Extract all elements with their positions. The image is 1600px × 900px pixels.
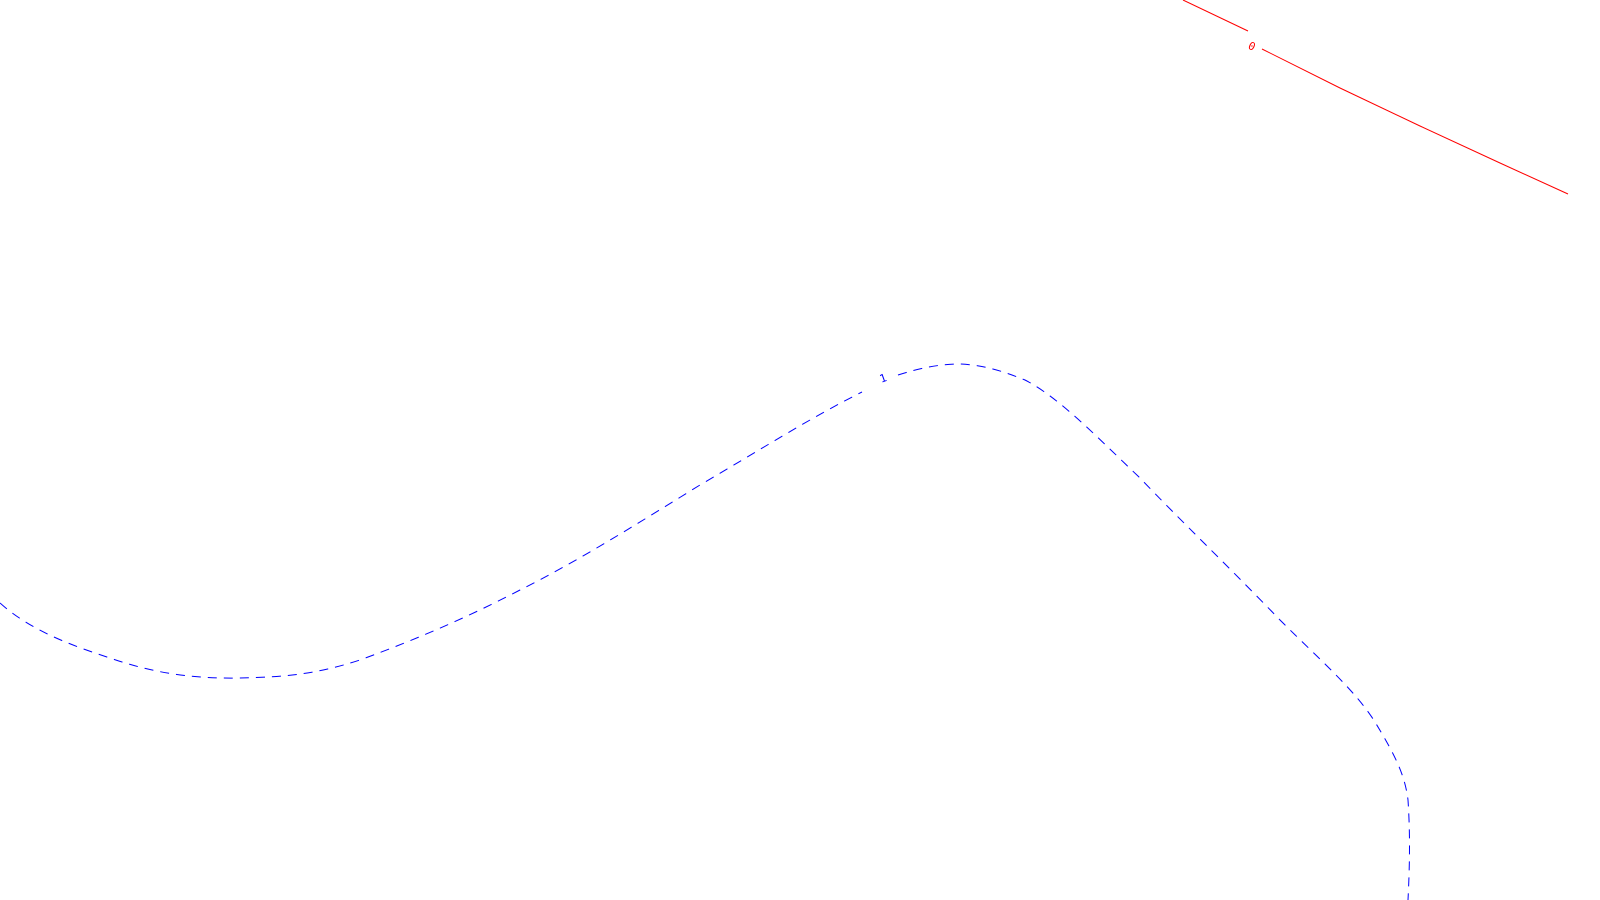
contour-0-label: 0	[1246, 39, 1257, 54]
contour-0-path	[1182, 0, 1569, 195]
contour-line-0: 0	[1182, 0, 1569, 195]
contour-1-path	[0, 363, 1410, 900]
contour-1-label: 1	[878, 371, 889, 385]
contour-line-1: 1	[0, 363, 1410, 900]
